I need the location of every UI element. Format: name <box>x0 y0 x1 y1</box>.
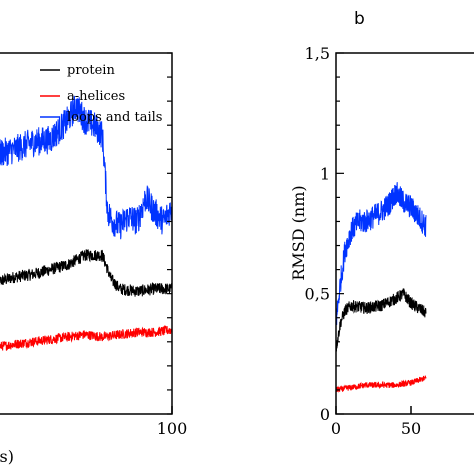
panel-b-series-group <box>335 182 427 393</box>
panel-a-plot-frame <box>0 52 173 415</box>
legend-label-protein: protein <box>67 63 115 78</box>
x-tick-label: 50 <box>401 419 421 438</box>
panel-b-plot-frame <box>335 52 474 415</box>
y-tick-label: 1 <box>320 164 330 183</box>
panel-a-legend: protein a-helices loops and tails <box>40 63 162 125</box>
panel-a-series-group <box>0 95 173 351</box>
x-tick-label: 100 <box>157 419 188 438</box>
legend-label-a-helices: a-helices <box>67 89 125 104</box>
series-line-loops-and-tails <box>335 182 427 326</box>
y-tick-label: 0 <box>320 405 330 424</box>
series-line-a-helices <box>0 324 173 351</box>
legend-label-loops-and-tails: loops and tails <box>67 110 162 125</box>
panel-a-x-axis-label: (ns) <box>0 447 14 466</box>
panel-a-ticks: 100 <box>157 52 188 438</box>
panel-a-chart: 100 (ns) protein a-helices loops and tai… <box>0 52 188 466</box>
panel-b-y-axis-label: RMSD (nm) <box>289 185 308 280</box>
y-tick-label: 0,5 <box>305 285 330 304</box>
series-line-a-helices <box>335 375 427 393</box>
x-tick-label: 0 <box>331 419 341 438</box>
panel-b-chart: b 0 50 0 0,5 1 1,5 RMSD (nm) <box>289 9 474 438</box>
series-line-protein <box>0 249 173 297</box>
panel-b-ticks: 0 50 0 0,5 1 1,5 <box>305 44 422 438</box>
series-line-loops-and-tails <box>0 95 173 240</box>
panel-b-letter: b <box>354 9 365 29</box>
y-tick-label: 1,5 <box>305 44 330 63</box>
series-line-protein <box>335 288 427 353</box>
